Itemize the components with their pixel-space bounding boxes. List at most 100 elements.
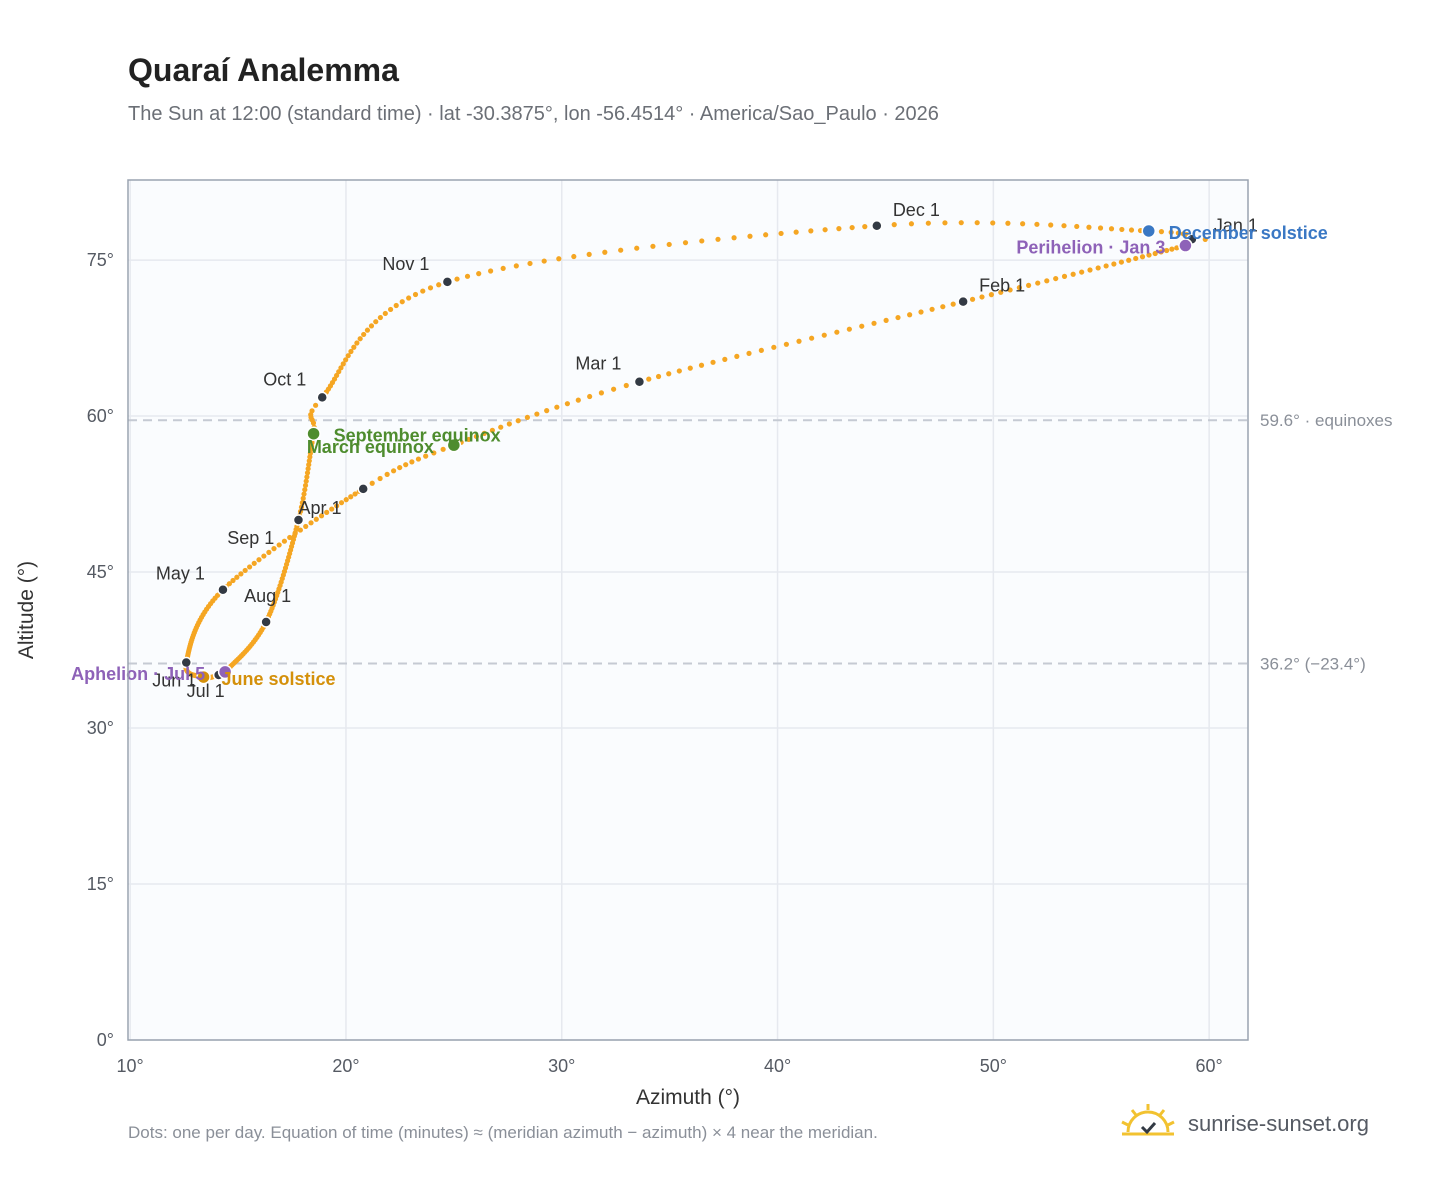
day-dot [778, 230, 784, 237]
day-dot [306, 462, 312, 468]
day-dot [481, 430, 487, 437]
day-dot [390, 468, 397, 474]
day-dot [251, 560, 257, 566]
day-dot [710, 359, 716, 365]
day-dot [623, 382, 629, 389]
day-dot [420, 288, 426, 294]
day-dot [836, 226, 842, 232]
day-dot [297, 527, 303, 533]
day-dot [1111, 261, 1117, 267]
day-dot [950, 301, 956, 307]
day-dot [1168, 229, 1174, 235]
day-dot [821, 332, 827, 338]
day-dot [883, 317, 889, 323]
day-dot [602, 249, 608, 255]
day-dot [682, 240, 689, 246]
day-dot [1119, 226, 1125, 233]
day-dot [808, 228, 814, 234]
day-dot [348, 494, 354, 500]
day-dot [687, 365, 693, 371]
day-dot [313, 402, 319, 408]
day-dot [1128, 227, 1135, 233]
x-tick-label: 30° [548, 1056, 575, 1076]
month-label: Nov 1 [382, 254, 429, 274]
day-dot [958, 220, 964, 226]
day-dot [513, 263, 519, 269]
month-label: May 1 [156, 564, 205, 584]
day-dot [908, 221, 915, 227]
day-dot [377, 314, 383, 321]
day-dot [1005, 220, 1011, 226]
day-dot [598, 390, 605, 396]
day-dot [1053, 275, 1059, 282]
day-dot [1152, 250, 1158, 257]
month-label: Jun 1 [152, 671, 196, 691]
day-dot [1133, 255, 1139, 262]
day-dot [352, 491, 358, 497]
day-dot [891, 222, 897, 228]
day-dot [1079, 269, 1085, 275]
day-dot [1061, 223, 1067, 229]
day-dot [303, 478, 309, 484]
chart-subtitle: The Sun at 12:00 (standard time) · lat -… [128, 103, 939, 125]
day-dot [247, 564, 253, 570]
day-dot [423, 453, 429, 459]
month-marker [633, 375, 646, 388]
day-dot [611, 386, 617, 392]
day-dot [1174, 245, 1180, 251]
day-dot [302, 487, 308, 493]
day-dot [731, 235, 737, 241]
day-dot [393, 302, 399, 309]
day-dot [699, 238, 705, 244]
day-dot [303, 523, 309, 530]
day-dot [1007, 287, 1013, 293]
reference-line-label: 36.2° (−23.4°) [1260, 655, 1366, 674]
day-dot [834, 329, 840, 335]
day-dot [846, 326, 852, 332]
day-dot [304, 474, 310, 480]
x-axis-label: Azimuth (°) [636, 1086, 740, 1109]
day-dot [506, 421, 512, 427]
chart-title: Quaraí Analemma [128, 52, 399, 88]
day-dot [334, 503, 340, 509]
day-dot [676, 368, 682, 374]
plot-background [128, 180, 1248, 1040]
month-label: Jan 1 [1214, 215, 1258, 235]
x-tick-label: 60° [1196, 1056, 1223, 1076]
day-dot [822, 227, 828, 233]
day-dot [1175, 230, 1181, 236]
day-dot [304, 470, 311, 476]
day-dot [1202, 236, 1208, 243]
day-dot [534, 411, 540, 417]
day-dot [313, 516, 319, 522]
day-dot [1074, 223, 1080, 230]
day-dot [544, 408, 550, 414]
day-dot [298, 504, 305, 510]
day-dot [454, 276, 460, 282]
day-dot [586, 251, 592, 257]
day-dot [575, 397, 581, 403]
y-tick-label: 45° [87, 562, 114, 582]
day-dot [412, 291, 419, 298]
x-tick-label: 50° [980, 1056, 1007, 1076]
day-dot [990, 220, 996, 226]
day-dot [238, 571, 244, 577]
brand-name: sunrise-sunset.org [1188, 1111, 1369, 1136]
month-marker [292, 514, 305, 526]
day-dot [361, 331, 367, 338]
day-dot [427, 285, 434, 291]
day-dot [348, 348, 354, 355]
day-dot [646, 376, 652, 382]
brand-logo[interactable]: sunrise-sunset.org [1120, 1102, 1369, 1146]
day-dot [571, 253, 577, 260]
month-marker [871, 220, 883, 232]
day-dot [1070, 271, 1076, 277]
day-dot [871, 320, 877, 326]
day-dot [403, 462, 409, 468]
day-dot [297, 508, 304, 515]
month-label: Jul 1 [187, 681, 225, 701]
day-dot [384, 471, 390, 477]
day-dot [666, 371, 672, 377]
